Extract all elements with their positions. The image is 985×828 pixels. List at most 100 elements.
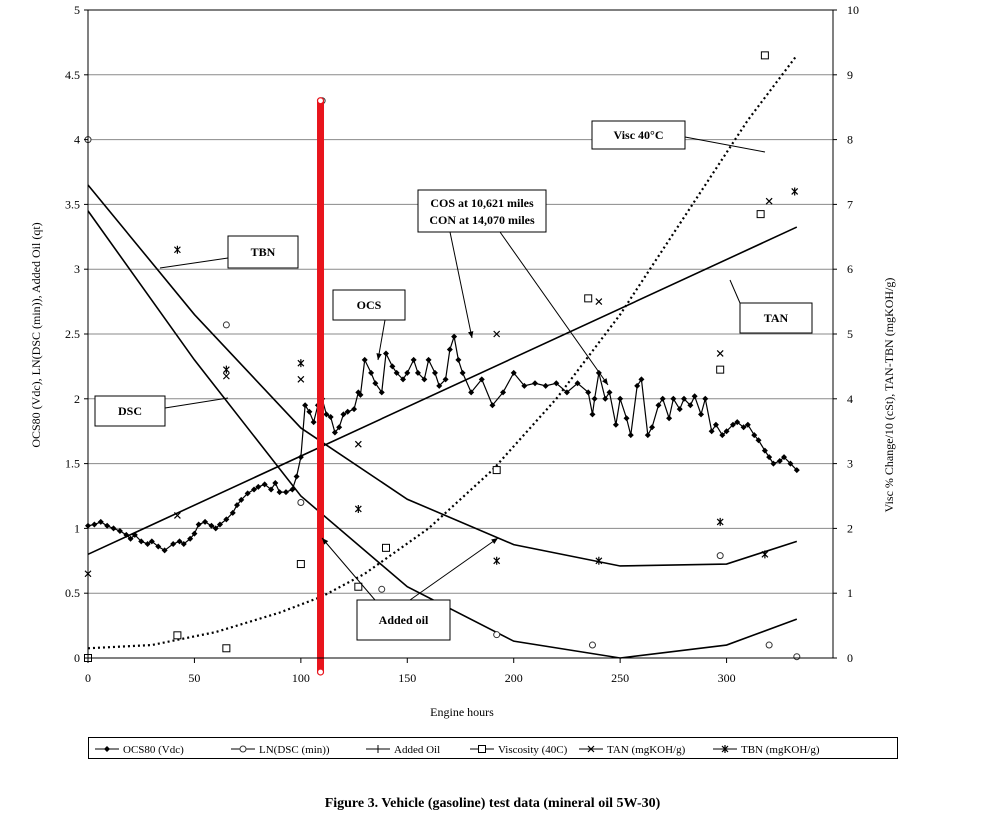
fit-curve-tbn-fit bbox=[87, 184, 798, 567]
data-point bbox=[400, 376, 407, 383]
data-point bbox=[148, 538, 155, 545]
data-point bbox=[222, 321, 230, 329]
data-point bbox=[336, 424, 343, 431]
data-point bbox=[446, 346, 453, 353]
data-point bbox=[602, 395, 609, 402]
dsc-leader bbox=[164, 397, 229, 409]
data-point bbox=[404, 369, 411, 376]
data-point bbox=[276, 489, 283, 496]
data-point bbox=[723, 428, 730, 435]
ocs-callout-box bbox=[332, 289, 406, 321]
y-tick-label-right: 7 bbox=[847, 197, 853, 211]
data-point bbox=[208, 522, 215, 529]
fit-curve-tan-fit bbox=[87, 226, 798, 556]
data-point bbox=[127, 535, 134, 542]
y-tick-label-right: 10 bbox=[847, 3, 859, 17]
data-point bbox=[740, 424, 747, 431]
legend-marker bbox=[721, 745, 729, 753]
y-tick-label-right: 2 bbox=[847, 521, 853, 535]
data-point bbox=[229, 509, 236, 516]
data-point bbox=[591, 395, 598, 402]
visc-callout-box bbox=[591, 120, 686, 150]
data-point bbox=[787, 460, 794, 467]
data-point bbox=[584, 294, 593, 303]
data-point bbox=[553, 380, 560, 387]
data-point bbox=[306, 408, 313, 415]
data-point bbox=[223, 516, 230, 523]
data-point bbox=[216, 521, 223, 528]
x-tick-label: 300 bbox=[718, 671, 736, 685]
data-point bbox=[510, 369, 517, 376]
y-tick-label-right: 3 bbox=[847, 457, 853, 471]
x-tick-label: 150 bbox=[398, 671, 416, 685]
added-oil-callout-box bbox=[356, 599, 451, 641]
data-point bbox=[425, 356, 432, 363]
data-point bbox=[765, 197, 773, 205]
data-point bbox=[442, 376, 449, 383]
legend-marker bbox=[587, 745, 595, 753]
data-point bbox=[793, 467, 800, 474]
series-tbn-mgkoh-g bbox=[173, 187, 799, 565]
data-point bbox=[455, 356, 462, 363]
legend-label: OCS80 (Vdc) bbox=[123, 744, 184, 756]
y-tick-label-right: 4 bbox=[847, 392, 853, 406]
legend: OCS80 (Vdc) LN(DSC (min)) Added Oil Viscosi… bbox=[88, 737, 898, 759]
data-point bbox=[176, 538, 183, 545]
tbn-callout-label: TBN bbox=[251, 245, 276, 259]
data-point bbox=[793, 653, 801, 661]
data-point bbox=[627, 432, 634, 439]
con-arrow-head bbox=[602, 378, 608, 385]
data-point bbox=[361, 356, 368, 363]
data-point bbox=[729, 421, 736, 428]
data-point bbox=[389, 363, 396, 370]
legend-item: Added Oil bbox=[366, 744, 440, 756]
data-point bbox=[760, 51, 769, 60]
data-point bbox=[617, 395, 624, 402]
data-point bbox=[478, 376, 485, 383]
data-point bbox=[719, 432, 726, 439]
data-point bbox=[170, 540, 177, 547]
data-point bbox=[761, 550, 769, 559]
data-point bbox=[191, 530, 198, 537]
data-point bbox=[595, 556, 603, 565]
data-point bbox=[532, 380, 538, 387]
data-point bbox=[716, 517, 724, 526]
data-point bbox=[776, 458, 783, 465]
data-point bbox=[155, 543, 162, 550]
data-point bbox=[781, 454, 788, 461]
tbn-callout-box bbox=[227, 235, 299, 269]
data-point bbox=[451, 333, 458, 340]
legend-label: TAN (mgKOH/g) bbox=[607, 744, 686, 756]
data-point bbox=[297, 359, 305, 368]
data-point bbox=[138, 538, 145, 545]
legend-marker bbox=[478, 745, 486, 753]
ocs-arrow-head bbox=[376, 353, 382, 360]
data-point bbox=[202, 518, 209, 525]
data-point bbox=[244, 490, 251, 497]
data-point bbox=[493, 631, 501, 639]
data-point bbox=[382, 543, 390, 552]
data-point bbox=[251, 486, 258, 493]
data-point bbox=[180, 540, 187, 547]
data-point bbox=[357, 391, 364, 398]
data-point bbox=[670, 395, 677, 402]
data-point bbox=[161, 547, 168, 554]
data-point bbox=[378, 585, 386, 593]
data-point bbox=[492, 466, 501, 475]
added-oil-arrow-right-head bbox=[491, 538, 498, 544]
data-point bbox=[500, 389, 507, 396]
data-point bbox=[414, 369, 421, 376]
data-point bbox=[310, 419, 317, 426]
data-point bbox=[791, 187, 799, 196]
cos-arrow bbox=[449, 231, 473, 339]
x-tick-label: 250 bbox=[611, 671, 629, 685]
legend-svg: OCS80 (Vdc) LN(DSC (min)) Added Oil Viscosi… bbox=[95, 744, 820, 756]
y-tick-label-left: 0 bbox=[74, 651, 80, 665]
data-point bbox=[659, 395, 666, 402]
x-tick-label: 200 bbox=[505, 671, 523, 685]
data-point bbox=[770, 460, 777, 467]
data-point bbox=[144, 540, 151, 547]
data-point bbox=[493, 556, 501, 565]
data-point bbox=[421, 376, 428, 383]
